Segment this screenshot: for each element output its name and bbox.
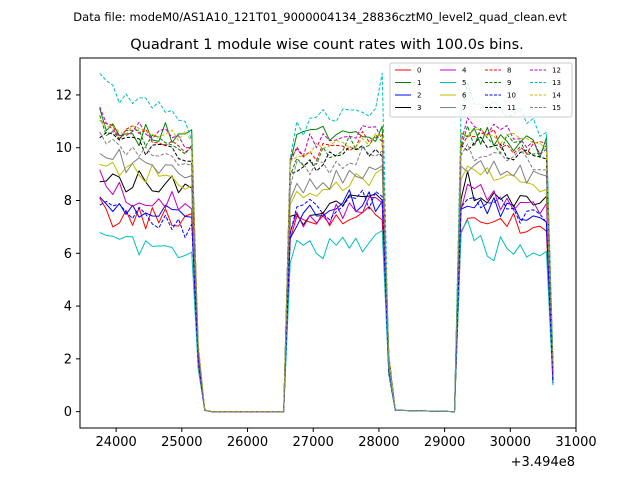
legend-label-2: 2 bbox=[417, 92, 421, 100]
x-tick-label: 31000 bbox=[555, 435, 596, 450]
legend-label-14: 14 bbox=[552, 92, 561, 100]
legend-label-11: 11 bbox=[507, 104, 516, 112]
series-layer bbox=[99, 72, 554, 413]
x-tick-label: 25000 bbox=[161, 435, 202, 450]
x-offset-label: +3.494e8 bbox=[511, 455, 575, 470]
legend-label-13: 13 bbox=[552, 79, 561, 87]
series-line-3 bbox=[99, 170, 554, 413]
series-line-7 bbox=[99, 148, 554, 413]
legend-label-1: 1 bbox=[417, 79, 421, 87]
x-tick-label: 26000 bbox=[227, 435, 268, 450]
legend-label-3: 3 bbox=[417, 104, 421, 112]
chart-suptitle: Data file: modeM0/AS1A10_121T01_90000041… bbox=[73, 10, 567, 24]
series-line-8 bbox=[99, 120, 554, 413]
y-tick-label: 2 bbox=[64, 352, 72, 367]
plot-frame bbox=[79, 57, 577, 429]
x-tick-label: 28000 bbox=[358, 435, 399, 450]
series-line-5 bbox=[99, 219, 554, 413]
x-tick-label: 29000 bbox=[424, 435, 465, 450]
series-line-4 bbox=[99, 169, 554, 413]
chart-title: Quadrant 1 module wise count rates with … bbox=[130, 37, 524, 53]
legend-label-15: 15 bbox=[552, 104, 561, 112]
x-tick-label: 30000 bbox=[490, 435, 531, 450]
legend-label-4: 4 bbox=[462, 67, 467, 75]
series-line-11 bbox=[99, 132, 554, 413]
legend-label-0: 0 bbox=[417, 67, 421, 75]
y-tick-label: 8 bbox=[64, 194, 72, 209]
legend-box bbox=[389, 62, 573, 118]
legend-label-9: 9 bbox=[507, 79, 511, 87]
legend-label-8: 8 bbox=[507, 67, 511, 75]
legend-label-10: 10 bbox=[507, 92, 516, 100]
tick-layer: 24000 25000 26000 27000 28000 29000 30000 31000… bbox=[55, 88, 596, 450]
y-tick-label: 10 bbox=[55, 141, 72, 156]
legend-label-5: 5 bbox=[462, 79, 466, 87]
legend-label-12: 12 bbox=[552, 67, 561, 75]
legend-label-6: 6 bbox=[462, 92, 467, 100]
series-line-9 bbox=[99, 115, 554, 413]
series-line-12 bbox=[99, 106, 554, 413]
series-line-0 bbox=[99, 197, 554, 413]
x-tick-label: 24000 bbox=[95, 435, 136, 450]
y-tick-label: 12 bbox=[55, 88, 72, 103]
y-tick-label: 4 bbox=[64, 300, 72, 315]
y-tick-label: 0 bbox=[64, 405, 72, 420]
series-line-14 bbox=[99, 119, 554, 413]
legend-label-7: 7 bbox=[462, 104, 466, 112]
y-tick-label: 6 bbox=[64, 247, 72, 262]
series-line-15 bbox=[99, 131, 554, 413]
series-line-2 bbox=[99, 189, 554, 413]
x-tick-label: 27000 bbox=[293, 435, 334, 450]
series-line-10 bbox=[99, 189, 554, 413]
